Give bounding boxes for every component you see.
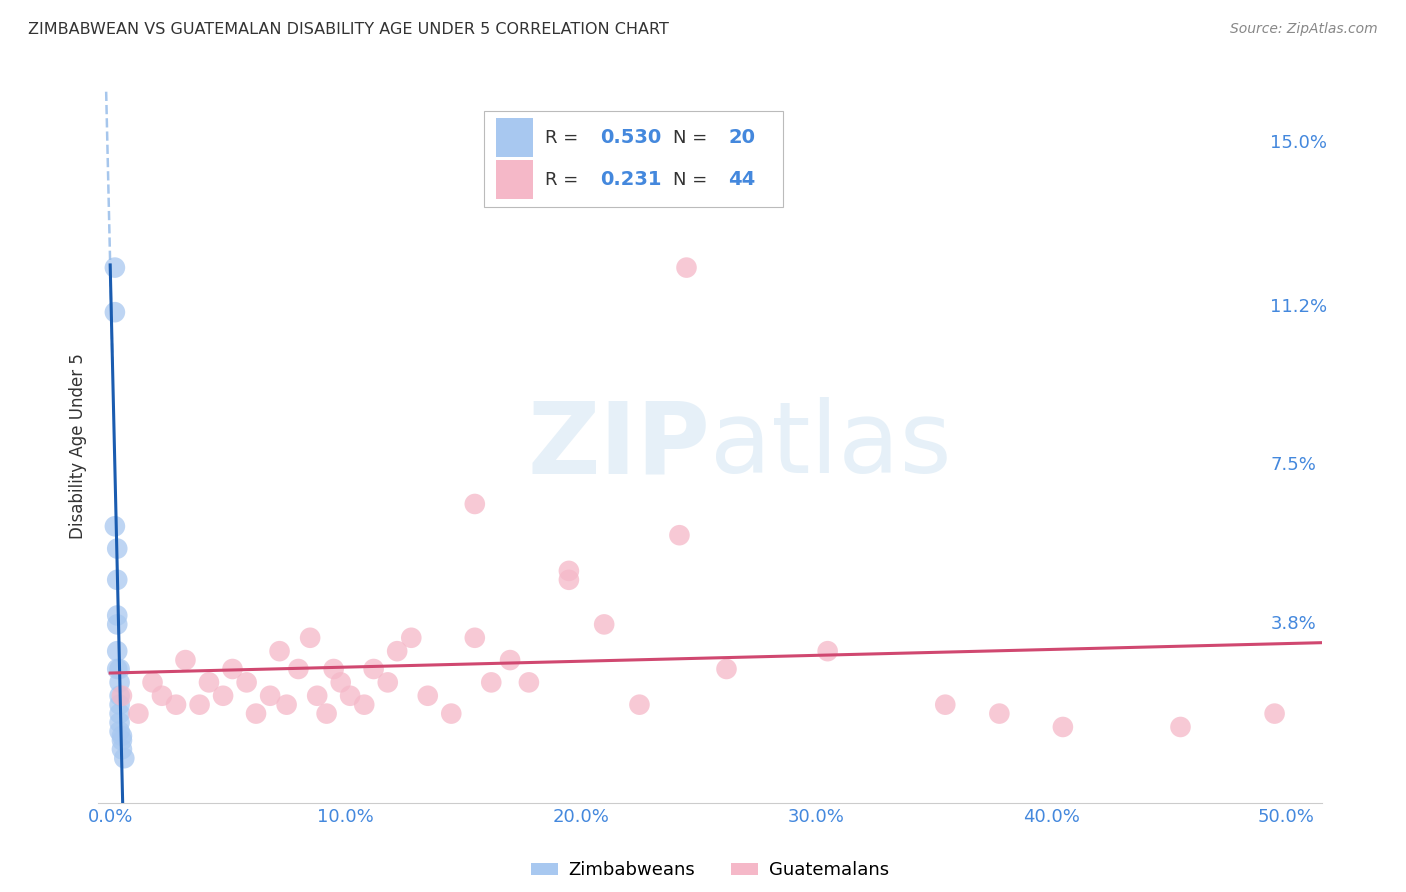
Point <box>443 628 465 642</box>
Point <box>284 658 307 673</box>
Point <box>276 683 298 698</box>
Point <box>479 701 502 715</box>
Point <box>186 683 208 698</box>
Point <box>186 723 208 737</box>
Point <box>181 658 204 673</box>
Point <box>1024 714 1046 728</box>
Text: ZIMBABWEAN VS GUATEMALAN DISABILITY AGE UNDER 5 CORRELATION CHART: ZIMBABWEAN VS GUATEMALAN DISABILITY AGE … <box>28 22 669 37</box>
Point <box>422 671 444 685</box>
Point <box>179 315 201 329</box>
Point <box>1129 714 1152 728</box>
Point <box>360 683 382 698</box>
Point <box>499 500 522 514</box>
Text: N =: N = <box>688 186 728 203</box>
Point <box>368 701 391 715</box>
Text: 44: 44 <box>737 185 765 203</box>
Point <box>181 542 204 557</box>
Point <box>583 572 606 586</box>
Point <box>920 692 942 706</box>
Point <box>221 683 243 698</box>
Text: R =: R = <box>574 186 613 203</box>
Point <box>181 640 204 655</box>
Point <box>181 572 204 586</box>
Point <box>548 671 571 685</box>
Point <box>183 671 205 685</box>
Point <box>183 683 205 698</box>
Point <box>1212 701 1234 715</box>
Point <box>401 692 423 706</box>
Point <box>297 671 319 685</box>
Point <box>183 718 205 732</box>
Legend: Zimbabweans, Guatemalans: Zimbabweans, Guatemalans <box>534 842 907 874</box>
Point <box>183 709 205 723</box>
Point <box>186 727 208 741</box>
Point <box>531 649 554 664</box>
FancyBboxPatch shape <box>530 176 562 213</box>
Point <box>814 640 837 655</box>
Point <box>183 692 205 706</box>
Text: ZIP: ZIP <box>537 402 721 499</box>
Point <box>724 658 747 673</box>
Point <box>186 735 208 749</box>
Point <box>233 692 256 706</box>
Text: N =: N = <box>688 145 728 162</box>
Point <box>332 692 354 706</box>
FancyBboxPatch shape <box>530 135 562 173</box>
Point <box>254 692 277 706</box>
Point <box>583 564 606 578</box>
Point <box>187 744 209 758</box>
Point <box>179 521 201 535</box>
Point <box>967 701 990 715</box>
Text: Source: ZipAtlas.com: Source: ZipAtlas.com <box>1230 22 1378 37</box>
Point <box>353 628 375 642</box>
Text: atlas: atlas <box>721 402 962 499</box>
Point <box>181 607 204 621</box>
Point <box>263 671 285 685</box>
Point <box>499 628 522 642</box>
FancyBboxPatch shape <box>519 128 786 220</box>
Point <box>647 692 669 706</box>
Point <box>430 640 453 655</box>
Point <box>200 701 222 715</box>
Point <box>326 640 349 655</box>
Text: 0.530: 0.530 <box>623 145 683 163</box>
Text: R =: R = <box>574 145 613 162</box>
Point <box>614 615 637 630</box>
Point <box>343 658 366 673</box>
Point <box>374 658 396 673</box>
Point <box>183 658 205 673</box>
Point <box>515 671 537 685</box>
Text: 0.231: 0.231 <box>623 185 683 203</box>
Point <box>183 701 205 715</box>
Point <box>682 529 704 543</box>
Point <box>242 649 264 664</box>
Point <box>388 683 411 698</box>
Point <box>318 683 340 698</box>
Text: 20: 20 <box>737 145 763 163</box>
Point <box>409 658 432 673</box>
Point <box>181 615 204 630</box>
Y-axis label: Disability Age Under 5: Disability Age Under 5 <box>69 358 87 543</box>
Point <box>305 701 328 715</box>
Point <box>689 271 711 285</box>
Point <box>179 271 201 285</box>
Point <box>381 671 404 685</box>
Point <box>212 671 235 685</box>
Point <box>458 683 481 698</box>
